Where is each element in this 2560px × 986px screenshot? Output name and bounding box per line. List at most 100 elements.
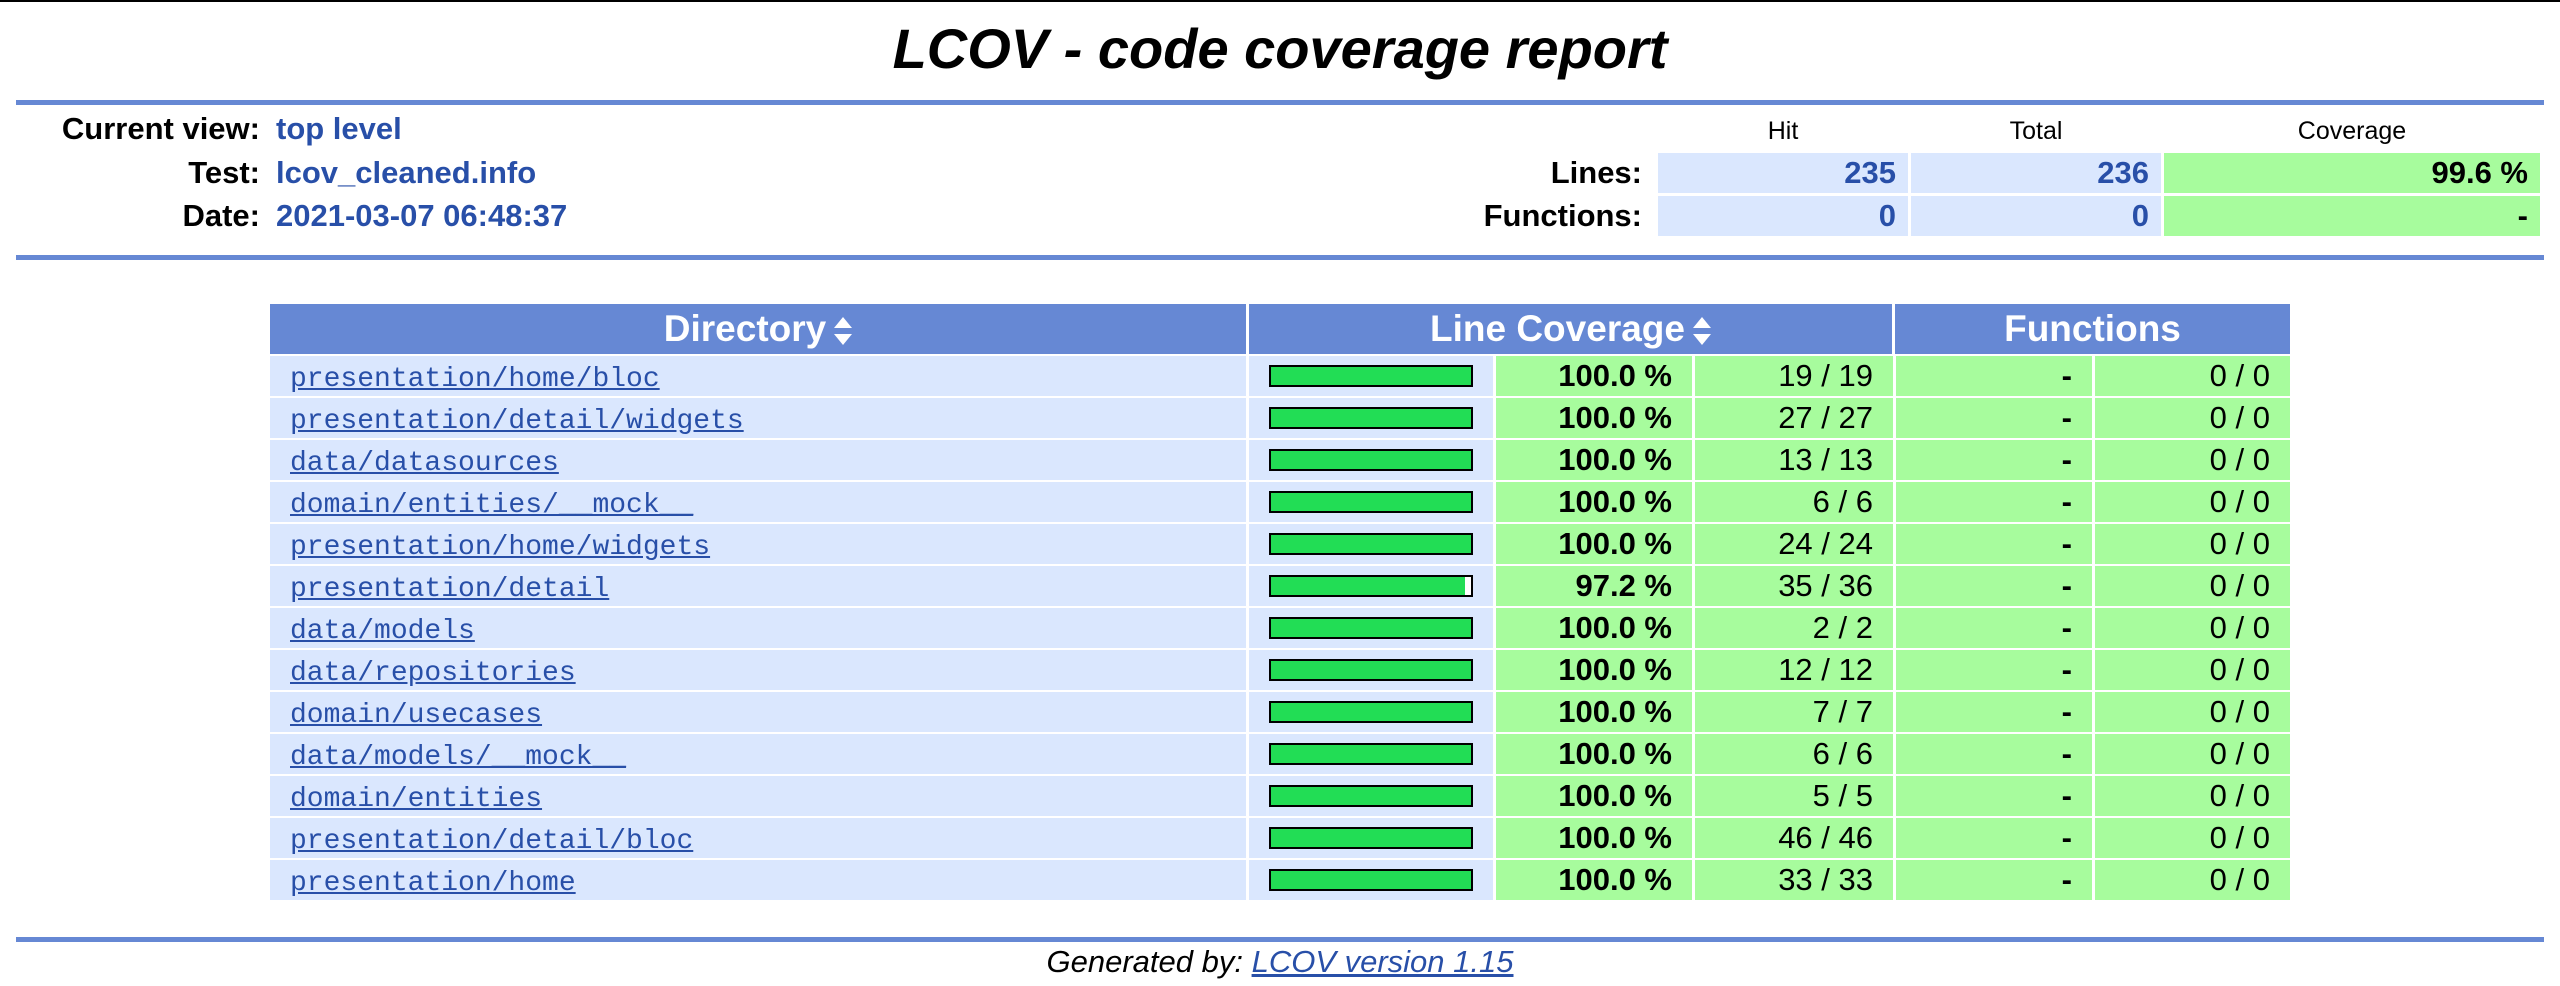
directory-link[interactable]: domain/entities/__mock__ <box>290 490 694 521</box>
table-row: presentation/detail/widgets 100.0 % 27 / 2… <box>270 396 2290 438</box>
coverage-bar-cell <box>1249 440 1493 480</box>
directory-link[interactable]: domain/entities <box>290 784 543 815</box>
line-coverage-count: 6 / 6 <box>1695 482 1893 522</box>
function-coverage-percent: - <box>1896 440 2092 480</box>
directory-cell: data/models <box>270 608 1246 648</box>
coverage-table: Directory Line Coverage Functions presen… <box>270 304 2290 900</box>
coverage-bar-cell <box>1249 650 1493 690</box>
function-coverage-count: 0 / 0 <box>2095 776 2290 816</box>
line-coverage-percent: 97.2 % <box>1496 566 1692 606</box>
coverage-bar <box>1269 827 1473 849</box>
current-view-link[interactable]: top level <box>276 111 402 146</box>
table-row: data/models 100.0 % 2 / 2-0 / 0 <box>270 606 2290 648</box>
directory-cell: domain/entities <box>270 776 1246 816</box>
function-coverage-percent: - <box>1896 356 2092 396</box>
directory-link[interactable]: presentation/detail/widgets <box>290 406 744 437</box>
test-label: Test: <box>188 155 260 190</box>
bottom-divider <box>16 937 2544 942</box>
table-row: domain/entities 100.0 % 5 / 5-0 / 0 <box>270 774 2290 816</box>
col-directory-header[interactable]: Directory <box>270 304 1246 354</box>
coverage-bar-cell <box>1249 734 1493 774</box>
coverage-bar <box>1269 449 1473 471</box>
directory-cell: domain/entities/__mock__ <box>270 482 1246 522</box>
directory-link[interactable]: presentation/home <box>290 868 576 899</box>
coverage-bar-cell <box>1249 818 1493 858</box>
coverage-bar <box>1269 617 1473 639</box>
coverage-bar <box>1269 701 1473 723</box>
table-row: presentation/home/bloc 100.0 % 19 / 19-0 /… <box>270 354 2290 396</box>
table-row: domain/usecases 100.0 % 7 / 7-0 / 0 <box>270 690 2290 732</box>
col-functions-label: Functions <box>2004 308 2181 349</box>
lcov-version-link[interactable]: LCOV version 1.15 <box>1251 944 1514 979</box>
line-coverage-count: 33 / 33 <box>1695 860 1893 900</box>
function-coverage-count: 0 / 0 <box>2095 566 2290 606</box>
coverage-bar-fill <box>1271 745 1471 763</box>
directory-cell: presentation/home/bloc <box>270 356 1246 396</box>
coverage-bar-fill <box>1271 871 1471 889</box>
directory-cell: data/repositories <box>270 650 1246 690</box>
coverage-bar-cell <box>1249 692 1493 732</box>
function-coverage-count: 0 / 0 <box>2095 860 2290 900</box>
summary-col-total: Total <box>2009 117 2063 145</box>
coverage-bar-fill <box>1271 787 1471 805</box>
line-coverage-count: 46 / 46 <box>1695 818 1893 858</box>
directory-link[interactable]: data/models/__mock__ <box>290 742 627 773</box>
line-coverage-percent: 100.0 % <box>1496 440 1692 480</box>
coverage-bar-fill <box>1271 535 1471 553</box>
date-value: 2021-03-07 06:48:37 <box>276 198 568 233</box>
function-coverage-percent: - <box>1896 818 2092 858</box>
line-coverage-count: 19 / 19 <box>1695 356 1893 396</box>
directory-link[interactable]: domain/usecases <box>290 700 543 731</box>
coverage-bar-fill <box>1271 409 1471 427</box>
summary-lines-label: Lines: <box>1550 155 1642 190</box>
line-coverage-percent: 100.0 % <box>1496 860 1692 900</box>
table-row: data/models/__mock__ 100.0 % 6 / 6-0 / 0 <box>270 732 2290 774</box>
line-coverage-count: 7 / 7 <box>1695 692 1893 732</box>
directory-link[interactable]: presentation/detail <box>290 574 610 605</box>
function-coverage-count: 0 / 0 <box>2095 524 2290 564</box>
directory-cell: data/models/__mock__ <box>270 734 1246 774</box>
line-coverage-percent: 100.0 % <box>1496 692 1692 732</box>
function-coverage-count: 0 / 0 <box>2095 734 2290 774</box>
coverage-bar-cell <box>1249 860 1493 900</box>
line-coverage-percent: 100.0 % <box>1496 524 1692 564</box>
summary-col-hit: Hit <box>1767 117 1799 145</box>
sort-icon[interactable] <box>1692 317 1711 346</box>
coverage-bar-fill <box>1271 829 1471 847</box>
test-value: lcov_cleaned.info <box>276 155 537 190</box>
col-line-coverage-header[interactable]: Line Coverage <box>1249 304 1892 354</box>
table-header: Directory Line Coverage Functions <box>270 304 2290 354</box>
directory-link[interactable]: presentation/detail/bloc <box>290 826 694 857</box>
sort-icon[interactable] <box>834 317 853 346</box>
directory-link[interactable]: data/repositories <box>290 658 576 689</box>
summary-functions-label: Functions: <box>1483 198 1642 233</box>
directory-link[interactable]: presentation/home/widgets <box>290 532 711 563</box>
summary-lines-total: 236 <box>1911 153 2161 193</box>
coverage-bar-cell <box>1249 608 1493 648</box>
line-coverage-percent: 100.0 % <box>1496 398 1692 438</box>
function-coverage-percent: - <box>1896 524 2092 564</box>
table-row: presentation/home/widgets 100.0 % 24 / 24-… <box>270 522 2290 564</box>
table-row: data/datasources 100.0 % 13 / 13-0 / 0 <box>270 438 2290 480</box>
top-divider <box>16 100 2544 105</box>
coverage-bar-fill <box>1271 577 1466 595</box>
directory-link[interactable]: presentation/home/bloc <box>290 364 660 395</box>
table-body: presentation/home/bloc 100.0 % 19 / 19-0 /… <box>270 354 2290 900</box>
line-coverage-count: 12 / 12 <box>1695 650 1893 690</box>
function-coverage-count: 0 / 0 <box>2095 608 2290 648</box>
directory-link[interactable]: data/datasources <box>290 448 559 479</box>
coverage-bar <box>1269 785 1473 807</box>
line-coverage-count: 27 / 27 <box>1695 398 1893 438</box>
function-coverage-percent: - <box>1896 692 2092 732</box>
directory-cell: presentation/detail/widgets <box>270 398 1246 438</box>
coverage-bar-fill <box>1271 493 1471 511</box>
table-row: domain/entities/__mock__ 100.0 % 6 / 6-0 /… <box>270 480 2290 522</box>
coverage-bar <box>1269 869 1473 891</box>
directory-cell: presentation/home/widgets <box>270 524 1246 564</box>
coverage-bar-cell <box>1249 482 1493 522</box>
directory-link[interactable]: data/models <box>290 616 475 647</box>
summary-functions-hit: 0 <box>1658 196 1908 236</box>
header-separator <box>1892 304 1895 354</box>
summary-lines-hit: 235 <box>1658 153 1908 193</box>
function-coverage-percent: - <box>1896 566 2092 606</box>
